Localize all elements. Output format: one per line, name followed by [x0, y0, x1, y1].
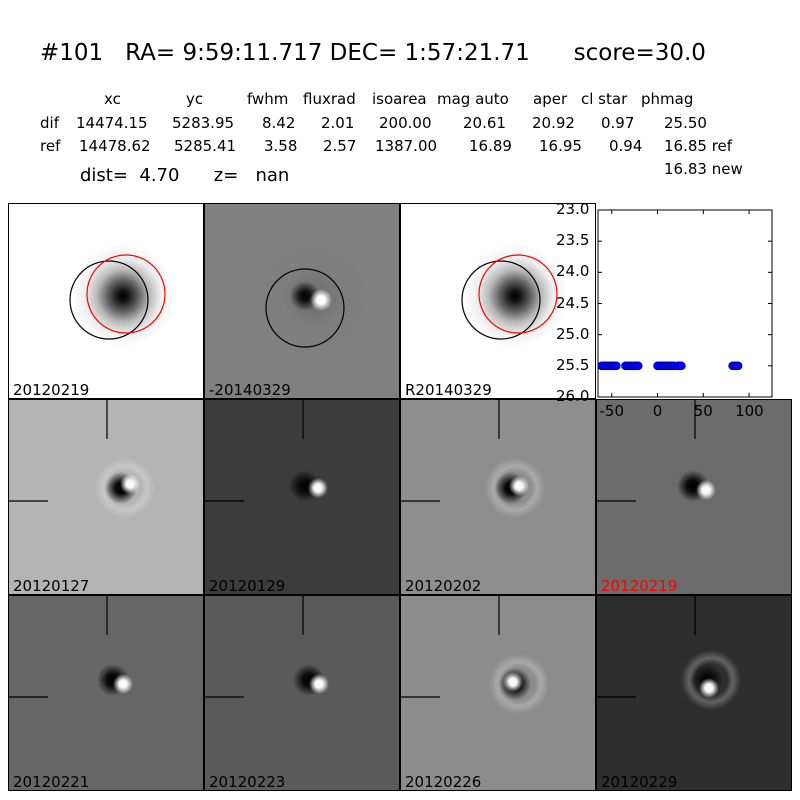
crosshair-ticks	[401, 400, 500, 502]
panel-label: 20120202	[405, 577, 482, 595]
aperture-circles	[69, 254, 166, 340]
aperture-circles	[461, 254, 558, 340]
ref-phmag: 16.85 ref	[664, 137, 733, 155]
cutout-image	[9, 596, 203, 790]
dist-z-line: dist= 4.70 z= nan	[80, 165, 290, 186]
crosshair-ticks	[205, 596, 304, 698]
ref-isoarea: 1387.00	[375, 137, 438, 155]
panel-label: 20120129	[209, 577, 286, 595]
cutout-image	[401, 596, 595, 790]
x-tick-label: 0	[652, 402, 663, 420]
dif-cl-star: 0.97	[601, 114, 635, 132]
cutout-panel: 20120219	[596, 399, 792, 595]
crosshair-ticks	[9, 400, 108, 502]
dif-mag-auto: 20.61	[463, 114, 506, 132]
col-header-cl-star: cl star	[581, 90, 628, 108]
col-header-xc: xc	[104, 90, 121, 108]
dif-fluxrad: 2.01	[321, 114, 355, 132]
ref-fluxrad: 2.57	[323, 137, 357, 155]
panel-label: 20120127	[13, 577, 90, 595]
x-tick-label: 50	[693, 402, 713, 420]
y-tick-label: 24.5	[556, 293, 590, 312]
y-tick-label: 25.0	[556, 324, 590, 343]
cutout-panel: 20120127	[8, 399, 204, 595]
x-tick-label: -50	[599, 402, 624, 420]
data-point	[733, 361, 743, 371]
cutout-panel: 20120226	[400, 595, 596, 791]
ref-aper: 16.95	[539, 137, 582, 155]
dif-phmag: 25.50	[664, 114, 707, 132]
cutout-image	[205, 400, 399, 594]
dif-aper: 20.92	[532, 114, 575, 132]
ref-cl-star: 0.94	[609, 137, 643, 155]
light-curve-svg	[597, 209, 773, 398]
col-header-mag-auto: mag auto	[437, 90, 509, 108]
panel-label: 20120226	[405, 773, 482, 791]
difference-image-panel: -20140329	[204, 203, 400, 399]
panel-label: 20120223	[209, 773, 286, 791]
candidate-title: #101 RA= 9:59:11.717 DEC= 1:57:21.71 sco…	[40, 40, 706, 66]
new-phmag: 16.83 new	[664, 160, 743, 178]
y-tick-label: 23.0	[556, 200, 590, 218]
cutout-panel: 20120223	[204, 595, 400, 791]
ref-fwhm: 3.58	[264, 137, 298, 155]
y-tick-label: 24.0	[556, 262, 590, 281]
cutout-image	[597, 400, 791, 594]
crosshair-ticks	[9, 596, 108, 698]
data-point	[612, 361, 621, 371]
cutout-panel: 20120229	[596, 595, 792, 791]
col-header-aper: aper	[533, 90, 568, 108]
cutout-image	[9, 400, 203, 594]
crosshair-ticks	[401, 596, 500, 698]
panel-label: -20140329	[209, 381, 291, 399]
col-header-yc: yc	[186, 90, 204, 108]
light-curve-plot	[596, 203, 792, 399]
cutout-panel: 20120129	[204, 399, 400, 595]
panel-label: 20120221	[13, 773, 90, 791]
crosshair-ticks	[205, 400, 304, 502]
data-point	[633, 361, 643, 371]
cutout-panel: 20120202	[400, 399, 596, 595]
y-tick-label: 23.5	[556, 231, 590, 250]
col-header-fluxrad: fluxrad	[303, 90, 356, 108]
dif-fwhm: 8.42	[262, 114, 296, 132]
col-header-fwhm: fwhm	[247, 90, 289, 108]
panel-label: 20120219	[601, 577, 678, 595]
panel-label: R20140329	[405, 381, 492, 399]
aperture-circle	[265, 268, 345, 348]
panel-label: 20120219	[13, 381, 90, 399]
ref-yc: 5285.41	[174, 137, 237, 155]
dif-xc: 14474.15	[76, 114, 148, 132]
x-tick-label: 100	[735, 402, 764, 420]
ref-xc: 14478.62	[79, 137, 151, 155]
col-header-isoarea: isoarea	[372, 90, 427, 108]
col-header-phmag: phmag	[641, 90, 694, 108]
crosshair-ticks	[597, 596, 696, 698]
data-point	[677, 361, 686, 371]
panel-label: 20120229	[601, 773, 678, 791]
cutout-panel: 20120221	[8, 595, 204, 791]
y-tick-label: 26.0	[556, 387, 590, 405]
row-name-dif: dif	[40, 114, 59, 132]
row-name-ref: ref	[40, 137, 61, 155]
dif-yc: 5283.95	[172, 114, 235, 132]
y-tick-label: 25.5	[556, 355, 590, 374]
cutout-image	[401, 400, 595, 594]
ref-mag-auto: 16.89	[469, 137, 512, 155]
crosshair-ticks	[597, 400, 696, 502]
ref-image-panel: 20120219	[8, 203, 204, 399]
dif-isoarea: 200.00	[379, 114, 432, 132]
cutout-image	[597, 596, 791, 790]
cutout-image	[205, 596, 399, 790]
reference-image-panel: R20140329	[400, 203, 596, 399]
